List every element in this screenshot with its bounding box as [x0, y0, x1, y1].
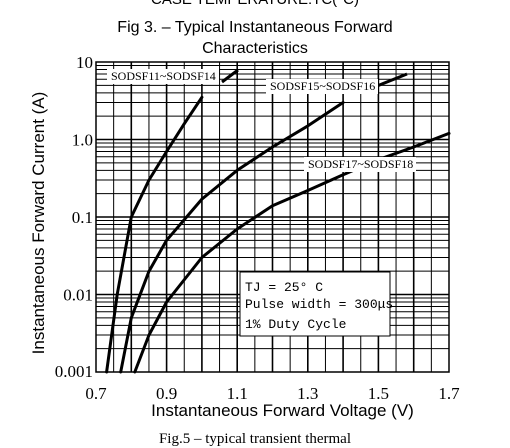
series-line-2 — [119, 101, 345, 374]
test-conditions-frame — [239, 271, 391, 337]
x-tick-label: 1.3 — [297, 384, 318, 403]
tick-labels: 0.7 0.9 1.1 1.3 1.5 1.7 0.001 0.01 0.1 1.0 10 — [55, 53, 460, 403]
series-curves — [105, 68, 451, 374]
y-tick-label: 0.001 — [55, 362, 93, 381]
page-header-text: CASE TEMPERATURE:TC(°C) — [0, 0, 510, 8]
test-conditions-box: TJ = 25° C Pulse width = 300μs 1% Duty C… — [239, 271, 393, 337]
x-tick-label: 1.1 — [227, 384, 248, 403]
x-axis-title: Instantaneous Forward Voltage (V) — [151, 401, 414, 420]
chart-title-line-1: Fig 3. – Typical Instantaneous Forward — [117, 19, 393, 36]
plot-frame — [95, 61, 450, 373]
page-footer-text: Fig.5 – typical transient thermal — [158, 431, 352, 447]
x-tick-label: 1.5 — [368, 384, 389, 403]
chart-title: Fig 3. – Typical Instantaneous Forward C… — [0, 17, 510, 59]
series-label-backing — [266, 79, 378, 94]
y-tick-label: 0.1 — [72, 208, 93, 227]
condition-pulse-width: Pulse width = 300μs — [245, 297, 393, 312]
series-labels: SODSF11~SODSF14 SODSF15~SODSF16 SODSF17~SO… — [107, 69, 416, 172]
series-label-backing — [304, 157, 416, 172]
series-label-3: SODSF17~SODSF18 — [308, 157, 413, 171]
chart-title-line-2: Characteristics — [202, 40, 308, 57]
x-tick-label: 1.7 — [438, 384, 460, 403]
series-line-3 — [133, 131, 451, 374]
condition-duty-cycle: 1% Duty Cycle — [245, 317, 346, 332]
condition-temperature: TJ = 25° C — [245, 280, 323, 295]
series-label-backing — [107, 69, 219, 84]
y-axis-title: Instantaneous Forward Current (A) — [29, 92, 48, 355]
series-label-2: SODSF15~SODSF16 — [270, 79, 375, 93]
x-tick-label: 0.7 — [85, 384, 107, 403]
series-line-1 — [105, 95, 204, 374]
y-tick-label: 10 — [76, 53, 93, 72]
x-tick-label: 0.9 — [156, 384, 177, 403]
series-label-1: SODSF11~SODSF14 — [111, 69, 216, 83]
series-line-1-tail — [221, 68, 239, 84]
y-tick-label: 0.01 — [63, 286, 93, 305]
y-tick-label: 1.0 — [72, 131, 93, 150]
